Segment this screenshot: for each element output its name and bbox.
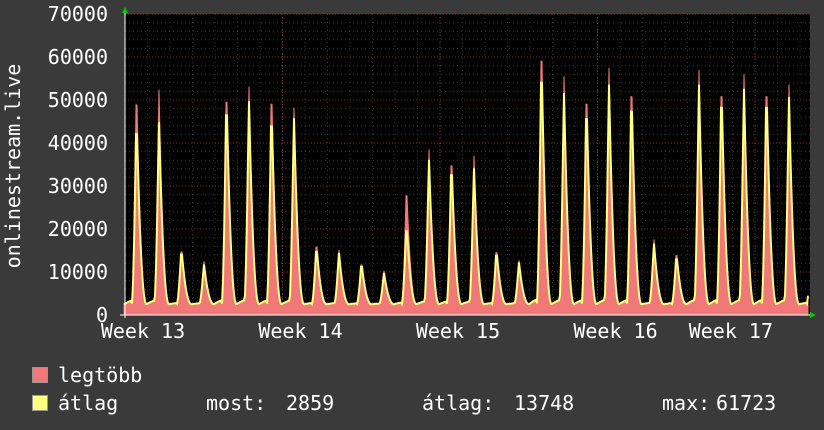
chart: 0 10000 20000 30000 40000 50000 60000 70000 Wee… <box>1 2 816 343</box>
x-tick-label: Week 16 <box>573 319 657 343</box>
stat-now-label: most: <box>206 391 267 415</box>
y-axis-label: onlinestream.live <box>1 64 25 269</box>
series-atlag-line <box>123 81 809 307</box>
y-tick-label: 20000 <box>48 217 108 241</box>
legend: legtöbb átlag most: 2859 átlag: 13748 ma… <box>0 360 824 430</box>
y-tick-label: 30000 <box>48 174 108 198</box>
x-axis-ticks: Week 13 Week 14 Week 15 Week 16 Week 17 <box>101 319 773 343</box>
y-tick-label: 0 <box>96 303 108 327</box>
y-tick-label: 60000 <box>48 45 108 69</box>
y-axis-ticks: 0 10000 20000 30000 40000 50000 60000 70000 <box>48 2 108 327</box>
x-tick-label: Week 17 <box>689 319 773 343</box>
y-axis-arrow <box>122 7 128 13</box>
y-tick-label: 10000 <box>48 260 108 284</box>
stat-avg-label: átlag: <box>422 391 495 415</box>
stat-max-label: max: <box>662 391 711 415</box>
legend-swatch-atlag <box>32 395 48 411</box>
x-axis-arrow <box>810 312 816 318</box>
stat-avg-value: 13748 <box>514 391 575 415</box>
x-tick-label: Week 13 <box>101 319 185 343</box>
legend-swatch-legtobb <box>32 367 48 383</box>
legend-label-atlag: átlag <box>58 391 119 415</box>
y-tick-label: 70000 <box>48 2 108 26</box>
x-tick-label: Week 15 <box>416 319 500 343</box>
stat-now-value: 2859 <box>286 391 335 415</box>
stat-max-value: 61723 <box>716 391 777 415</box>
legend-label-legtobb: legtöbb <box>58 363 143 387</box>
y-tick-label: 50000 <box>48 88 108 112</box>
x-tick-label: Week 14 <box>258 319 342 343</box>
y-tick-label: 40000 <box>48 131 108 155</box>
